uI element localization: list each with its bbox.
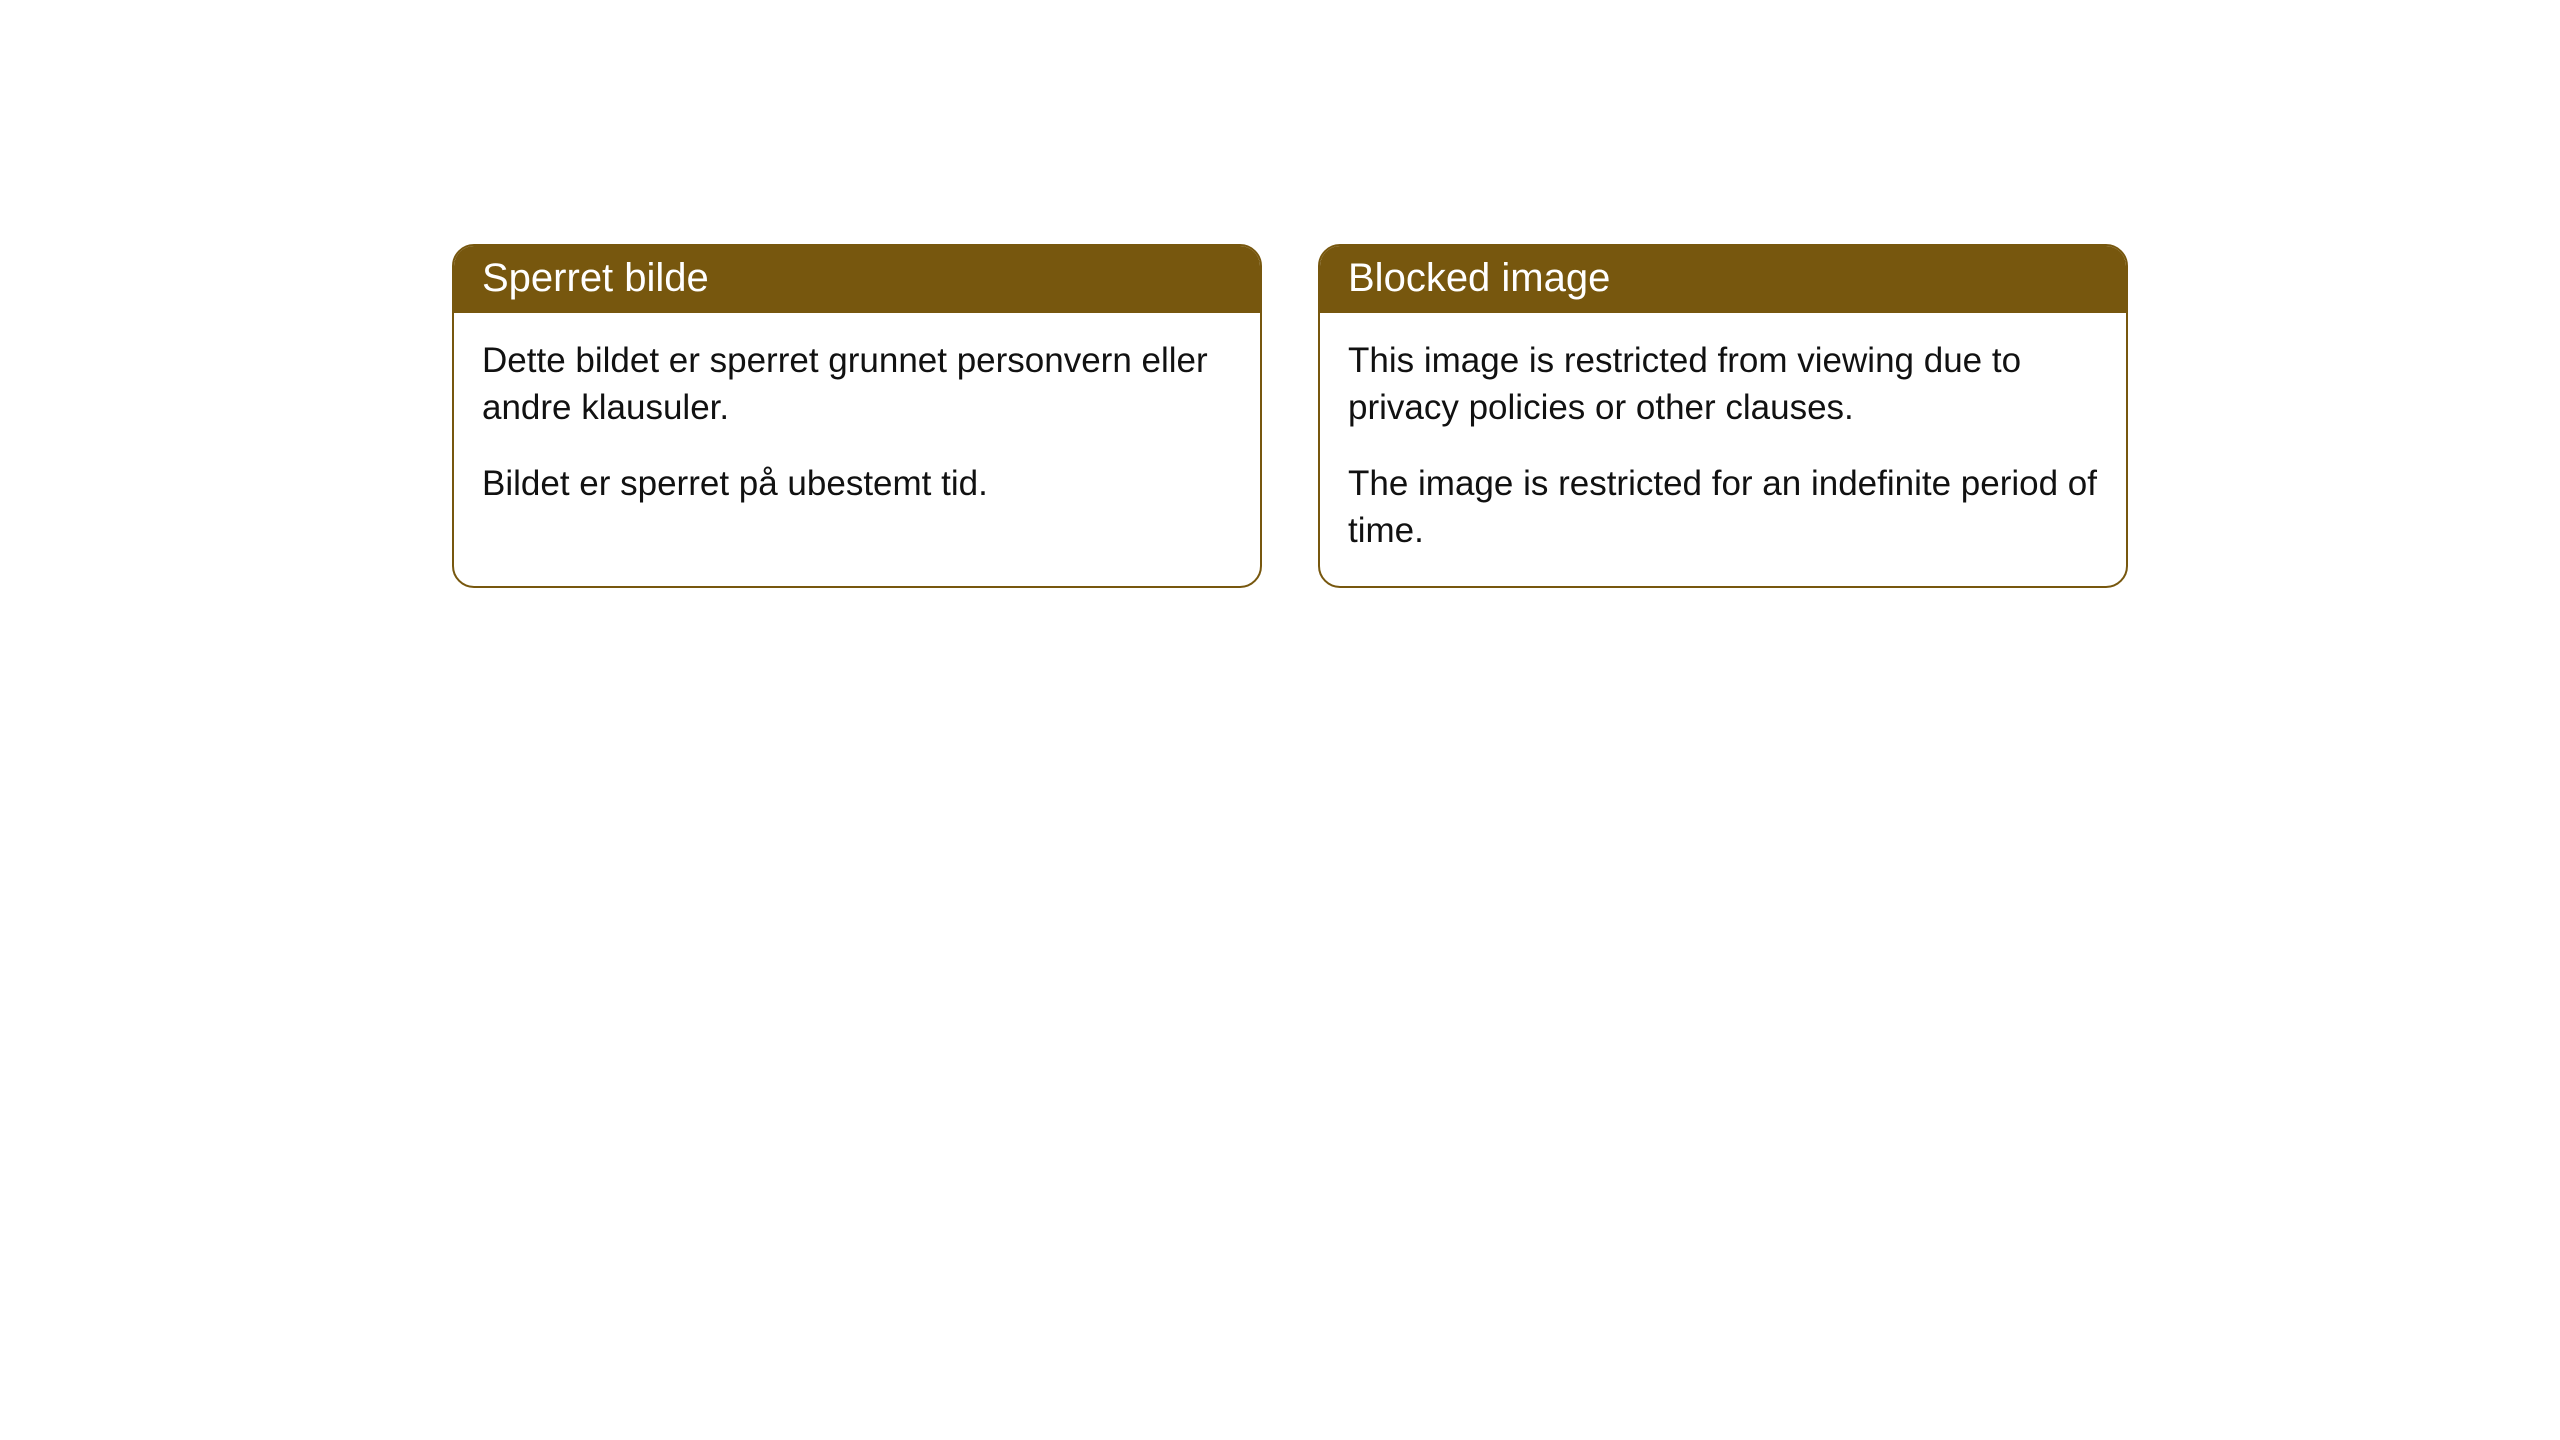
card-paragraph: The image is restricted for an indefinit… — [1348, 460, 2098, 555]
notice-card-english: Blocked image This image is restricted f… — [1318, 244, 2128, 588]
card-paragraph: Dette bildet er sperret grunnet personve… — [482, 337, 1232, 432]
card-title: Blocked image — [1348, 256, 1610, 300]
card-header: Blocked image — [1320, 246, 2126, 313]
card-body: This image is restricted from viewing du… — [1320, 313, 2126, 586]
card-header: Sperret bilde — [454, 246, 1260, 313]
card-body: Dette bildet er sperret grunnet personve… — [454, 313, 1260, 539]
card-paragraph: Bildet er sperret på ubestemt tid. — [482, 460, 1232, 507]
notice-cards-container: Sperret bilde Dette bildet er sperret gr… — [452, 244, 2128, 588]
card-title: Sperret bilde — [482, 256, 709, 300]
card-paragraph: This image is restricted from viewing du… — [1348, 337, 2098, 432]
notice-card-norwegian: Sperret bilde Dette bildet er sperret gr… — [452, 244, 1262, 588]
